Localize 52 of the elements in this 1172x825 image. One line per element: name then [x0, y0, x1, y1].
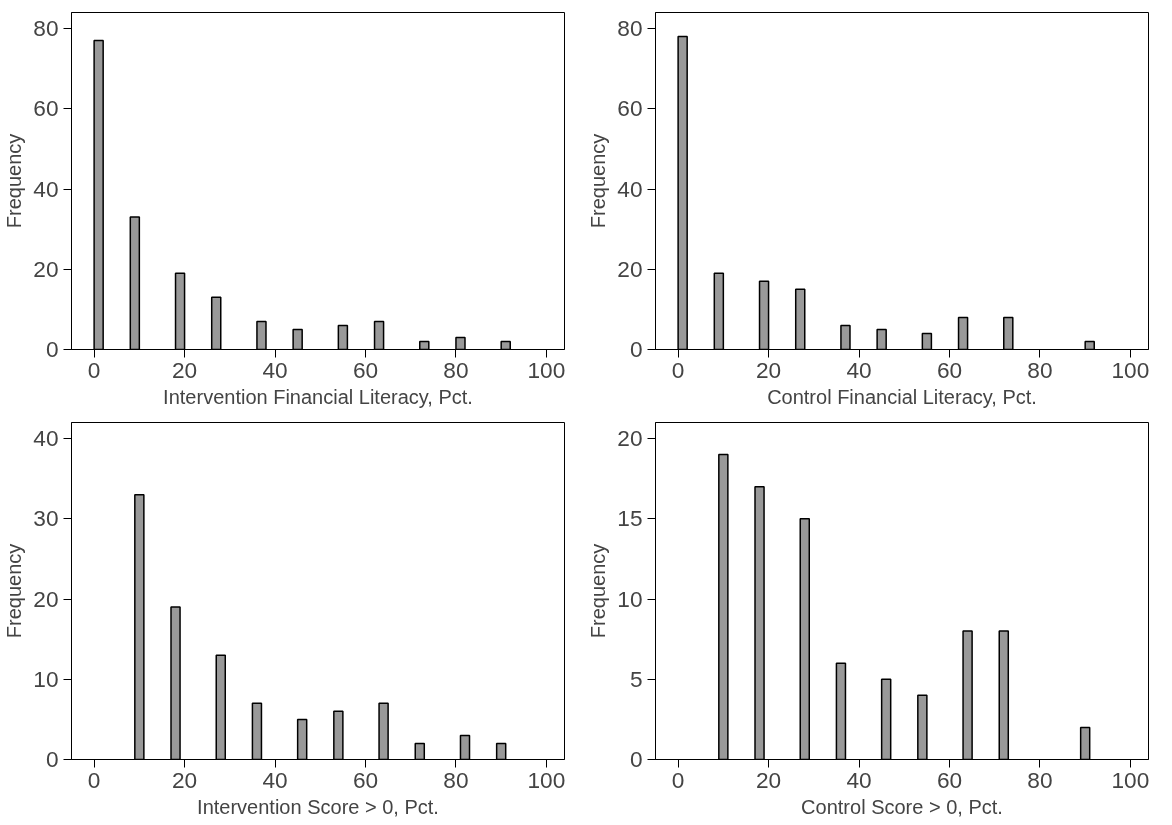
y-tick-label: 5	[629, 665, 643, 692]
x-axis-title: Intervention Score > 0, Pct.	[197, 795, 439, 818]
x-tick-label: 20	[171, 356, 198, 383]
x-axis-title: Control Score > 0, Pct.	[801, 795, 1003, 818]
y-tick-label: 80	[33, 15, 59, 42]
y-axis-title: Frequency	[587, 133, 610, 229]
x-tick-label: 80	[1027, 356, 1053, 383]
y-tick-label: 10	[617, 585, 643, 612]
x-tick-label: 80	[443, 766, 469, 793]
y-tick-label: 15	[617, 505, 643, 532]
x-tick-label: 100	[1111, 356, 1150, 383]
x-tick-label: 60	[936, 766, 963, 793]
y-tick-label: 60	[33, 95, 59, 122]
x-tick-label: 20	[171, 766, 198, 793]
x-axis-title: Intervention Financial Literacy, Pct.	[163, 385, 473, 408]
x-tick-label: 0	[671, 356, 685, 383]
x-tick-label: 60	[352, 356, 379, 383]
y-tick-label: 20	[33, 255, 59, 282]
y-axis-title: Frequency	[587, 543, 610, 639]
y-tick-label: 40	[33, 175, 59, 202]
x-tick-label: 60	[352, 766, 379, 793]
y-tick-label: 60	[617, 95, 643, 122]
y-tick-label: 80	[617, 15, 643, 42]
x-tick-label: 20	[755, 766, 782, 793]
x-tick-label: 0	[671, 766, 685, 793]
y-tick-label: 30	[33, 505, 59, 532]
x-tick-label: 80	[443, 356, 469, 383]
x-tick-label: 20	[755, 356, 782, 383]
x-axis-title: Control Financial Literacy, Pct.	[767, 385, 1037, 408]
y-tick-label: 20	[617, 425, 643, 452]
x-tick-label: 0	[87, 766, 101, 793]
y-tick-label: 10	[33, 665, 59, 692]
x-tick-label: 60	[936, 356, 963, 383]
y-tick-label: 40	[617, 175, 643, 202]
x-tick-label: 40	[846, 356, 872, 383]
x-tick-label: 40	[262, 766, 288, 793]
x-tick-label: 0	[87, 356, 101, 383]
y-axis-title: Frequency	[3, 133, 26, 229]
y-axis-title: Frequency	[3, 543, 26, 639]
y-tick-label: 0	[45, 336, 59, 362]
y-tick-label: 0	[45, 746, 59, 772]
x-tick-label: 40	[846, 766, 872, 793]
y-tick-label: 40	[33, 425, 59, 452]
y-tick-label: 0	[629, 336, 643, 362]
x-tick-label: 100	[527, 356, 566, 383]
y-tick-label: 0	[629, 746, 643, 772]
x-tick-label: 40	[262, 356, 288, 383]
x-tick-label: 80	[1027, 766, 1053, 793]
y-tick-label: 20	[617, 255, 643, 282]
x-tick-label: 100	[1111, 766, 1150, 793]
x-tick-label: 100	[527, 766, 566, 793]
y-tick-label: 20	[33, 585, 59, 612]
